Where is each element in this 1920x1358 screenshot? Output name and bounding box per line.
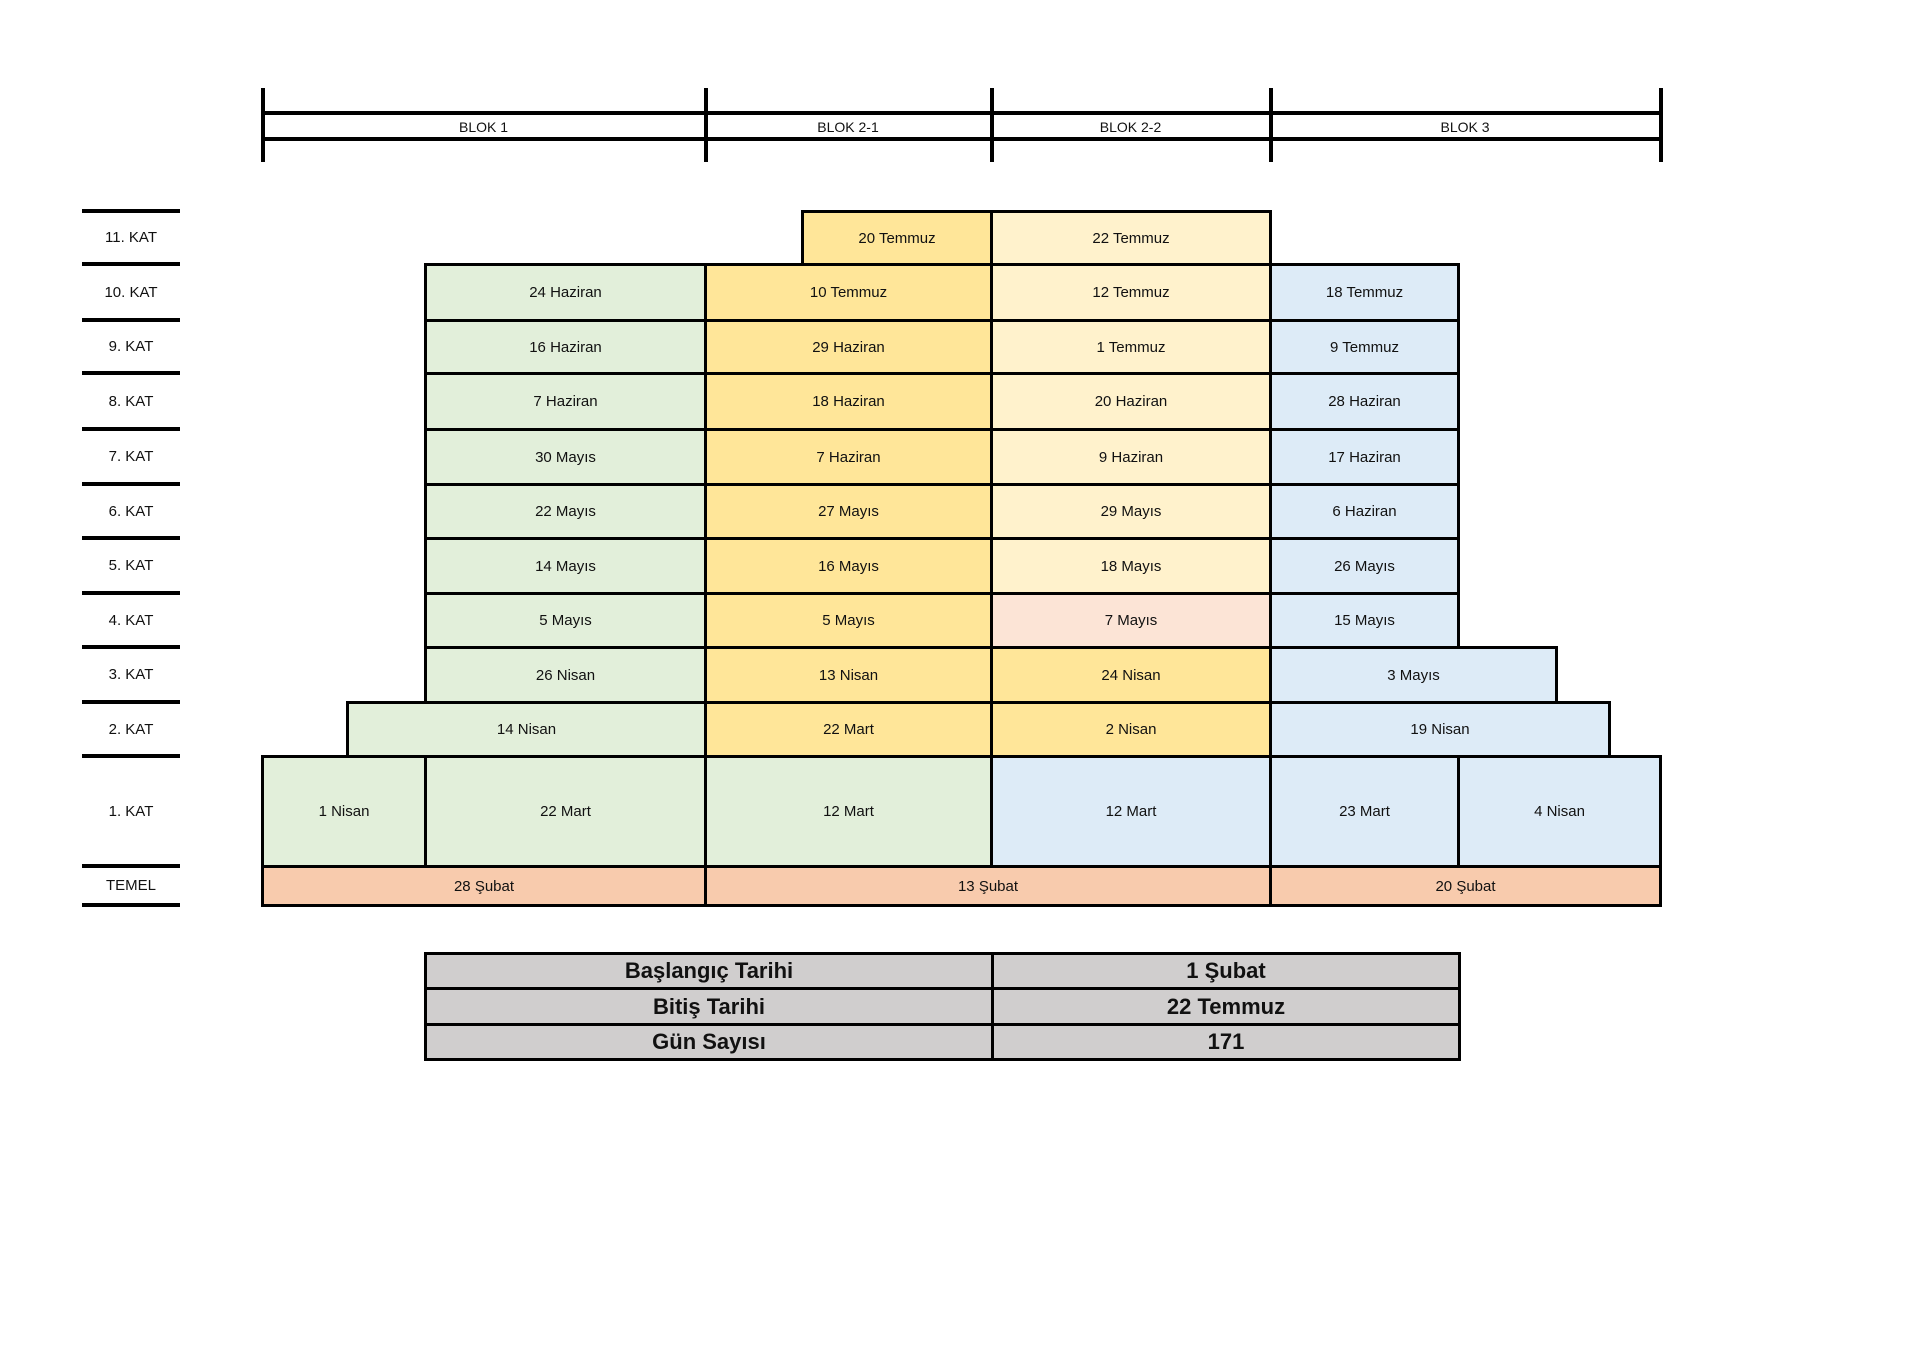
- summary-label: Bitiş Tarihi: [424, 987, 994, 1026]
- floor-divider: [82, 262, 180, 266]
- floor-label: 1. KAT: [108, 802, 154, 820]
- floor-divider: [82, 591, 180, 595]
- schedule-cell: 24 Haziran: [424, 263, 707, 322]
- summary-label: Gün Sayısı: [424, 1023, 994, 1061]
- floor-label: 5. KAT: [108, 557, 154, 574]
- schedule-cell: 5 Mayıs: [424, 592, 707, 649]
- floor-label: 10. KAT: [104, 283, 158, 301]
- floor-divider: [82, 209, 180, 213]
- schedule-cell: 28 Şubat: [261, 865, 707, 907]
- schedule-cell: 18 Haziran: [704, 372, 993, 431]
- block-header: BLOK 2-1: [817, 119, 879, 135]
- floor-divider: [82, 700, 180, 704]
- schedule-cell: 16 Mayıs: [704, 537, 993, 595]
- schedule-cell: 29 Haziran: [704, 319, 993, 375]
- floor-label: 4. KAT: [108, 611, 154, 629]
- schedule-cell: 7 Mayıs: [990, 592, 1272, 649]
- header-divider: [704, 88, 708, 162]
- schedule-cell: 13 Şubat: [704, 865, 1272, 907]
- schedule-cell: 14 Nisan: [346, 701, 707, 758]
- schedule-cell: 3 Mayıs: [1269, 646, 1558, 704]
- header-line-bottom: [262, 137, 1662, 141]
- schedule-cell: 20 Haziran: [990, 372, 1272, 431]
- block-header: BLOK 2-2: [1099, 119, 1162, 135]
- floor-divider: [82, 645, 180, 649]
- floor-label: 11. KAT: [105, 229, 157, 246]
- schedule-cell: 23 Mart: [1269, 755, 1460, 868]
- floor-label: 6. KAT: [108, 502, 154, 520]
- header-divider: [990, 88, 994, 162]
- block-header: BLOK 1: [458, 119, 509, 135]
- schedule-cell: 14 Mayıs: [424, 537, 707, 595]
- schedule-cell: 6 Haziran: [1269, 483, 1460, 540]
- schedule-cell: 19 Nisan: [1269, 701, 1611, 758]
- schedule-cell: 17 Haziran: [1269, 428, 1460, 486]
- schedule-cell: 22 Temmuz: [990, 210, 1272, 266]
- header-divider: [261, 88, 265, 162]
- schedule-cell: 12 Temmuz: [990, 263, 1272, 322]
- schedule-cell: 1 Nisan: [261, 755, 427, 868]
- floor-label: 3. KAT: [108, 666, 154, 683]
- floor-label: 8. KAT: [108, 392, 154, 410]
- schedule-cell: 22 Mart: [704, 701, 993, 758]
- schedule-cell: 29 Mayıs: [990, 483, 1272, 540]
- schedule-cell: 1 Temmuz: [990, 319, 1272, 375]
- floor-divider: [82, 864, 180, 868]
- schedule-cell: 7 Haziran: [704, 428, 993, 486]
- schedule-cell: 16 Haziran: [424, 319, 707, 375]
- floor-divider: [82, 903, 180, 907]
- schedule-cell: 28 Haziran: [1269, 372, 1460, 431]
- floor-label: 9. KAT: [108, 338, 154, 355]
- header-divider: [1269, 88, 1273, 162]
- floor-divider: [82, 536, 180, 540]
- summary-value: 22 Temmuz: [991, 987, 1461, 1026]
- floor-divider: [82, 371, 180, 375]
- summary-label: Başlangıç Tarihi: [424, 952, 994, 990]
- header-divider: [1659, 88, 1663, 162]
- header-line-top: [262, 111, 1662, 115]
- floor-divider: [82, 482, 180, 486]
- schedule-cell: 12 Mart: [990, 755, 1272, 868]
- schedule-cell: 26 Nisan: [424, 646, 707, 704]
- summary-value: 171: [991, 1023, 1461, 1061]
- schedule-cell: 2 Nisan: [990, 701, 1272, 758]
- schedule-cell: 18 Mayıs: [990, 537, 1272, 595]
- summary-value: 1 Şubat: [991, 952, 1461, 990]
- schedule-cell: 9 Haziran: [990, 428, 1272, 486]
- schedule-cell: 15 Mayıs: [1269, 592, 1460, 649]
- floor-divider: [82, 318, 180, 322]
- schedule-cell: 10 Temmuz: [704, 263, 993, 322]
- schedule-cell: 22 Mart: [424, 755, 707, 868]
- schedule-cell: 13 Nisan: [704, 646, 993, 704]
- floor-divider: [82, 754, 180, 758]
- schedule-cell: 7 Haziran: [424, 372, 707, 431]
- schedule-cell: 5 Mayıs: [704, 592, 993, 649]
- schedule-cell: 20 Temmuz: [801, 210, 993, 266]
- floor-label: 7. KAT: [108, 448, 154, 465]
- schedule-cell: 26 Mayıs: [1269, 537, 1460, 595]
- floor-label: 2. KAT: [108, 720, 154, 738]
- schedule-cell: 27 Mayıs: [704, 483, 993, 540]
- schedule-cell: 30 Mayıs: [424, 428, 707, 486]
- schedule-cell: 4 Nisan: [1457, 755, 1662, 868]
- schedule-cell: 12 Mart: [704, 755, 993, 868]
- schedule-cell: 24 Nisan: [990, 646, 1272, 704]
- block-header: BLOK 3: [1440, 119, 1490, 135]
- schedule-cell: 9 Temmuz: [1269, 319, 1460, 375]
- floor-divider: [82, 427, 180, 431]
- schedule-cell: 18 Temmuz: [1269, 263, 1460, 322]
- schedule-cell: 22 Mayıs: [424, 483, 707, 540]
- schedule-cell: 20 Şubat: [1269, 865, 1662, 907]
- floor-label: TEMEL: [105, 877, 156, 894]
